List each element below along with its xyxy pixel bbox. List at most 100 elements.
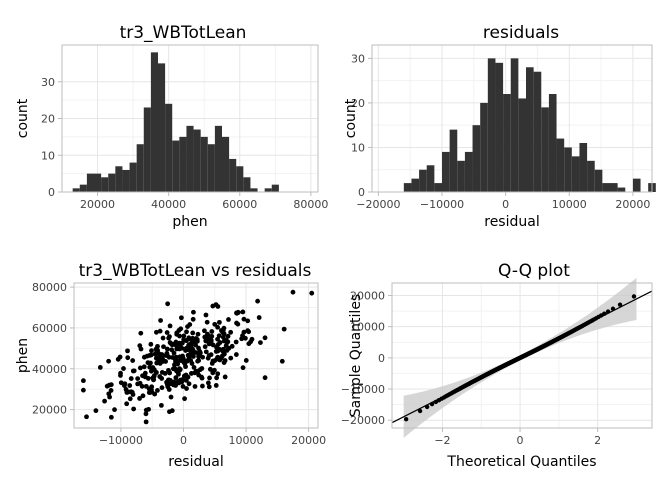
scatter-point <box>131 368 137 374</box>
histogram-bar <box>179 136 187 192</box>
histogram-bar <box>250 188 258 192</box>
histogram-bar <box>533 71 542 192</box>
scatter-point <box>157 328 163 334</box>
histogram-bar <box>495 62 504 193</box>
scatter-point <box>156 351 162 357</box>
scatter-point <box>200 383 205 389</box>
panel-title: residuals <box>483 23 559 43</box>
scatter-point <box>204 319 210 325</box>
x-tick-label: 20000 <box>615 198 650 211</box>
scatter-point <box>166 387 172 392</box>
scatter-point <box>176 371 181 377</box>
y-tick-label: 20 <box>351 97 365 110</box>
x-axis-label: residual <box>168 454 223 470</box>
scatter-point <box>80 387 86 393</box>
x-tick-label: −10000 <box>99 434 143 447</box>
scatter-point <box>160 335 166 341</box>
scatter-point <box>225 333 231 339</box>
scatter-point <box>222 358 228 363</box>
scatter-point <box>207 375 212 381</box>
histogram-bar <box>115 166 123 192</box>
scatter-point <box>228 329 234 335</box>
scatter-point <box>309 290 315 296</box>
scatter-point <box>192 370 198 376</box>
quantile-point <box>403 417 409 422</box>
scatter-point <box>182 396 187 402</box>
scatter-point <box>188 348 194 354</box>
scatter-point <box>153 329 159 335</box>
y-axis-label: phen <box>15 338 31 373</box>
scatter-point <box>127 383 133 388</box>
scatter-point <box>207 366 213 372</box>
scatter-point <box>215 336 220 342</box>
x-tick-label: 40000 <box>151 198 186 211</box>
scatter-point <box>165 382 170 388</box>
histogram-bar <box>579 143 588 192</box>
scatter-point <box>190 316 196 322</box>
histogram-bar <box>271 184 279 192</box>
scatter-point <box>205 355 211 361</box>
histogram-bar <box>480 102 488 192</box>
scatter-point <box>117 354 123 360</box>
scatter-point <box>218 328 224 333</box>
y-tick-label: −20000 <box>341 414 385 427</box>
scatter-point <box>146 386 152 392</box>
quantile-point <box>617 302 623 307</box>
scatter-point <box>155 387 160 393</box>
scatter-point <box>173 375 179 381</box>
scatter-point <box>167 323 173 329</box>
scatter-point <box>135 376 141 381</box>
scatter-point <box>149 389 155 395</box>
y-tick-label: 30 <box>41 76 55 89</box>
y-tick-label: 0 <box>358 186 365 199</box>
scatter-point <box>186 335 192 341</box>
histogram-bar <box>594 169 603 192</box>
y-tick-label: 10000 <box>350 321 385 334</box>
scatter-point <box>197 350 203 356</box>
scatter-point <box>205 380 211 386</box>
scatter-point <box>125 355 131 361</box>
scatter-point <box>220 334 226 340</box>
scatter-point <box>203 349 209 355</box>
histogram-bar <box>264 188 272 192</box>
histogram-bar <box>122 169 130 192</box>
scatter-point <box>106 358 112 364</box>
scatter-point <box>158 318 163 323</box>
histogram-bar <box>214 125 222 192</box>
scatter-point <box>143 411 149 417</box>
scatter-point <box>183 377 189 383</box>
plot-frame <box>61 44 319 193</box>
histogram-bar <box>411 178 420 192</box>
scatter-point <box>137 380 143 386</box>
scatter-point <box>180 384 186 389</box>
scatter-point <box>172 365 178 371</box>
scatter-point <box>127 396 133 402</box>
scatter-point <box>192 350 198 355</box>
scatter-point <box>171 341 177 347</box>
scatter-point <box>202 344 208 350</box>
scatter-point <box>281 326 287 332</box>
scatter-point <box>258 340 263 345</box>
scatter-point <box>167 340 173 345</box>
scatter-point <box>163 359 168 364</box>
scatter-point <box>108 414 114 420</box>
y-tick-label: 40000 <box>32 363 67 376</box>
scatter-point <box>167 409 172 415</box>
quantile-point <box>605 309 611 314</box>
histogram-bar <box>243 177 251 192</box>
scatter-point <box>187 322 193 327</box>
scatter-point <box>128 376 134 381</box>
quantile-point <box>424 404 430 410</box>
histogram-bar <box>150 52 158 192</box>
panel-title: Q-Q plot <box>498 261 570 281</box>
panel-4: −2 0 2 −20000 −10000 0 10000 20000 Q-Q plot Theor… <box>341 261 653 470</box>
scatter-point <box>158 402 164 408</box>
scatter-point <box>145 376 151 381</box>
histogram-bar <box>587 160 595 192</box>
scatter-point <box>112 407 117 413</box>
scatter-point <box>229 343 235 349</box>
scatter-point <box>179 354 185 360</box>
histogram-bar <box>526 67 534 192</box>
x-tick-label: 0 <box>517 434 524 447</box>
